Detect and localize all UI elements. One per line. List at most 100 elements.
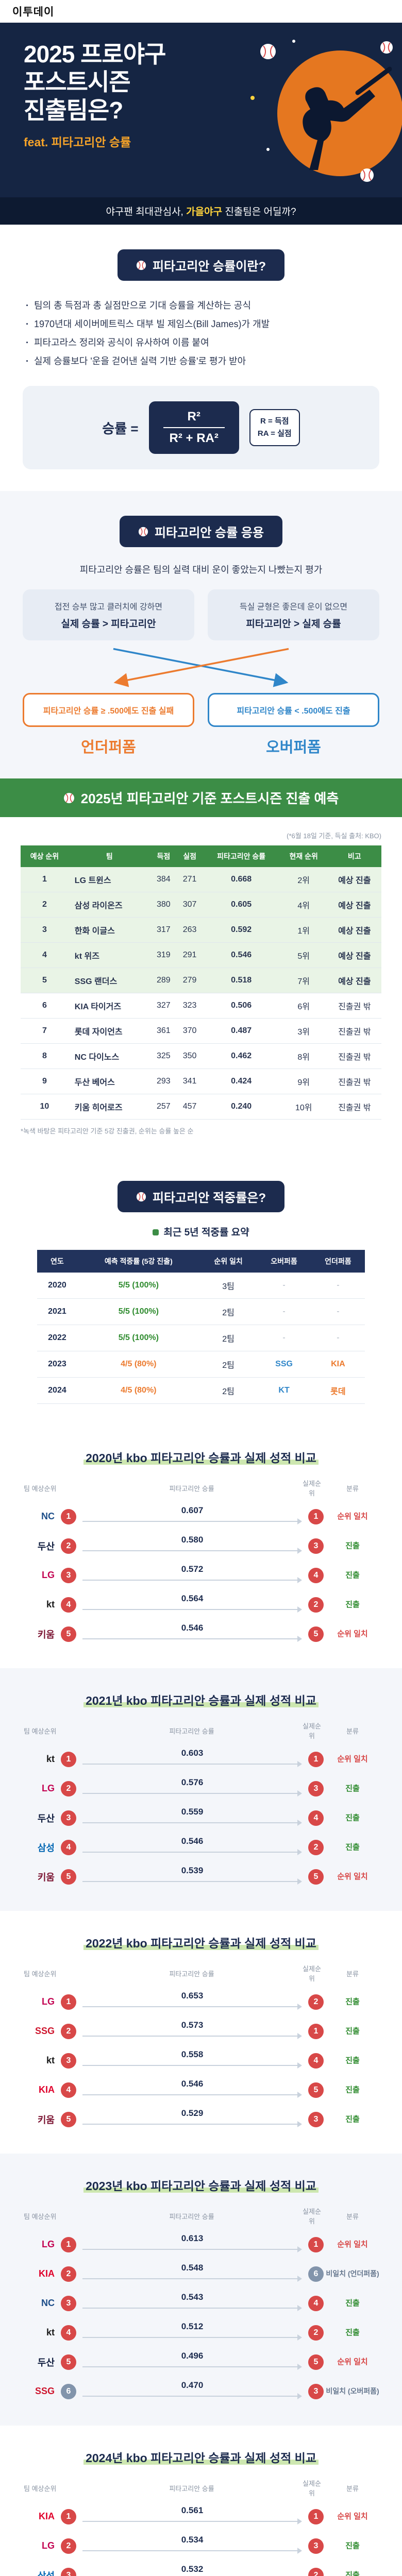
application-cards: 접전 승부 많고 클러치에 강하면 실제 승률 > 피타고리안 득실 균형은 좋… [23, 589, 379, 640]
rank-connector-arrow: 0.512 [82, 2321, 302, 2342]
actual-rank-badge: 1 [308, 1509, 324, 1524]
accuracy-table-body: 2020 5/5 (100%) 3팀 - -2021 5/5 (100%) 2팀 - -2022… [37, 1273, 365, 1404]
actual-rank-badge: 5 [308, 2354, 324, 2370]
classification-label: 진출 [345, 2056, 360, 2065]
predicted-rank-badge: 1 [61, 2509, 76, 2524]
actual-rank-badge: 4 [308, 2295, 324, 2311]
page-title-line2: 포스트시즌 [24, 69, 131, 96]
pythagorean-value: 0.470 [181, 2380, 204, 2390]
cell-underperform: - [311, 1273, 365, 1299]
predicted-rank-badge: 5 [61, 1626, 76, 1642]
predicted-rank-badge: 1 [61, 2236, 76, 2252]
cell-hit-rate: 4/5 (80%) [77, 1351, 200, 1378]
col-pythagorean: 피타고리안 승률 [203, 845, 280, 867]
cell-remark: 진출권 밖 [327, 1018, 381, 1044]
predicted-rank-badge: 6 [61, 2383, 76, 2399]
predicted-rank-badge: 4 [61, 2082, 76, 2098]
accuracy-section: 피타고리안 적중률은? 최근 5년 적중률 요약 연도 예측 적중률 (5강 진… [0, 1156, 402, 1426]
cell-expected-rank: 1 [21, 867, 69, 892]
classification-label: 진출 [345, 2328, 360, 2337]
pythagorean-value: 0.572 [181, 1564, 204, 1574]
pythagorean-value: 0.546 [181, 2078, 204, 2089]
comparison-row: kt 4 0.564 2 진출 [21, 1590, 381, 1619]
comparison-row: SSG 2 0.573 1 진출 [21, 2016, 381, 2046]
rank-connector-arrow: 0.539 [82, 1865, 302, 1886]
predicted-rank-badge: 1 [61, 1994, 76, 2010]
cell-year: 2021 [37, 1298, 78, 1325]
cell-expected-rank: 5 [21, 968, 69, 993]
overperform-box: 피타고리안 승률 < .500에도 진출 [208, 693, 379, 727]
rank-connector-arrow: 0.572 [82, 1564, 302, 1585]
cell-team: SSG 랜더스 [68, 968, 150, 993]
cell-expected-rank: 8 [21, 1043, 69, 1069]
col-current-rank: 현재 순위 [279, 845, 328, 867]
team-name: 키움 [37, 2114, 55, 2125]
pythagorean-value: 0.543 [181, 2292, 204, 2302]
rank-connector-arrow: 0.561 [82, 2505, 302, 2526]
comparison-row: KIA 4 0.546 5 진출 [21, 2075, 381, 2105]
cell-year: 2024 [37, 1377, 78, 1404]
actual-rank-badge: 4 [308, 1810, 324, 1826]
pythagorean-value: 0.496 [181, 2350, 204, 2361]
overperform-label: 오버퍼폼 [266, 739, 321, 756]
predicted-rank-badge: 3 [61, 1810, 76, 1826]
pythagorean-value: 0.653 [181, 1990, 204, 2001]
classification-label: 진출 [345, 1997, 360, 2006]
cell-underperform: - [311, 1298, 365, 1325]
actual-rank-badge: 6 [308, 2266, 324, 2282]
col-classification: 분류 [346, 2212, 359, 2221]
classification-label: 진출 [345, 2570, 360, 2576]
cell-team: NC 다이노스 [68, 1043, 150, 1069]
comparison-row: LG 3 0.572 4 진출 [21, 1561, 381, 1590]
cell-pythagorean: 0.518 [203, 968, 280, 993]
cell-runs-scored: 293 [150, 1069, 177, 1094]
cell-remark: 예상 진출 [327, 867, 381, 892]
cell-runs-allowed: 263 [176, 917, 203, 943]
prediction-table-head: 예상 순위 팀 득점 실점 피타고리안 승률 현재 순위 비고 [21, 845, 381, 867]
pythagorean-value: 0.580 [181, 1534, 204, 1545]
comparison-section-2022: 2022년 kbo 피타고리안 승률과 실제 성적 비교 팀 예상순위 피타고리안 … [0, 1911, 402, 2154]
cell-current-rank: 1위 [279, 917, 328, 943]
underperform-label: 언더퍼폼 [81, 739, 136, 756]
accuracy-row: 2020 5/5 (100%) 3팀 - - [37, 1273, 365, 1299]
prediction-banner: 2025년 피타고리안 기준 포스트시즌 진출 예측 [0, 778, 402, 817]
col-classification: 분류 [346, 2484, 359, 2493]
comparison-row: kt 4 0.512 2 진출 [21, 2318, 381, 2347]
lead-bar: 야구팬 최대관심사, 가을야구 진출팀은 어딜까? [0, 197, 402, 225]
cell-current-rank: 7위 [279, 968, 328, 993]
baseball-icon [63, 792, 74, 803]
pythagorean-value: 0.539 [181, 1865, 204, 1875]
cell-underperform: 롯데 [311, 1377, 365, 1404]
predicted-rank-badge: 2 [61, 2023, 76, 2039]
predicted-rank-badge: 3 [61, 2295, 76, 2311]
cell-team: 삼성 라이온즈 [68, 892, 150, 918]
predicted-rank-badge: 4 [61, 1597, 76, 1613]
predicted-rank-badge: 2 [61, 2266, 76, 2282]
comparison-row: LG 2 0.576 3 진출 [21, 1774, 381, 1803]
prediction-row: 3 한화 이글스 317 263 0.592 1위 예상 진출 [21, 917, 381, 943]
pythagorean-value: 0.546 [181, 1622, 204, 1633]
col-team-expected-rank: 팀 예상순위 [24, 1727, 57, 1735]
cell-current-rank: 10위 [279, 1094, 328, 1120]
prediction-row: 6 KIA 타이거즈 327 323 0.506 6위 진출권 밖 [21, 993, 381, 1019]
col-actual-rank: 실제순위 [303, 1480, 321, 1497]
lead-highlight: 가을야구 [186, 207, 223, 217]
actual-rank-badge: 2 [308, 2325, 324, 2341]
cell-year: 2022 [37, 1325, 78, 1351]
cell-remark: 진출권 밖 [327, 1043, 381, 1069]
comparison-row: 키움 5 0.546 5 순위 일치 [21, 1619, 381, 1649]
cell-overperform: SSG [257, 1351, 311, 1378]
comparisons-wrap: 2020년 kbo 피타고리안 승률과 실제 성적 비교 팀 예상순위 피타고리안 … [0, 1426, 402, 2576]
col-pythagorean-winrate: 피타고리안 승률 [169, 1970, 214, 1978]
rank-connector-arrow: 0.529 [82, 2108, 302, 2129]
col-runs-scored: 득점 [150, 845, 177, 867]
col-hit-rate: 예측 적중률 (5강 진출) [77, 1250, 200, 1273]
prediction-note-top: (*6월 18일 기준, 득실 출처: KBO) [287, 832, 381, 840]
unlucky-card: 득실 균형은 좋은데 운이 없으면 피타고리안 > 실제 승률 [208, 589, 379, 640]
team-name: NC [41, 1511, 55, 1521]
prediction-row: 5 SSG 랜더스 289 279 0.518 7위 예상 진출 [21, 968, 381, 993]
actual-rank-badge: 5 [308, 2082, 324, 2098]
team-name: SSG [35, 2386, 55, 2396]
classification-label: 진출 [345, 2026, 360, 2036]
comparison-column-headers: 팀 예상순위 피타고리안 승률 실제순위 분류 [21, 2206, 381, 2226]
